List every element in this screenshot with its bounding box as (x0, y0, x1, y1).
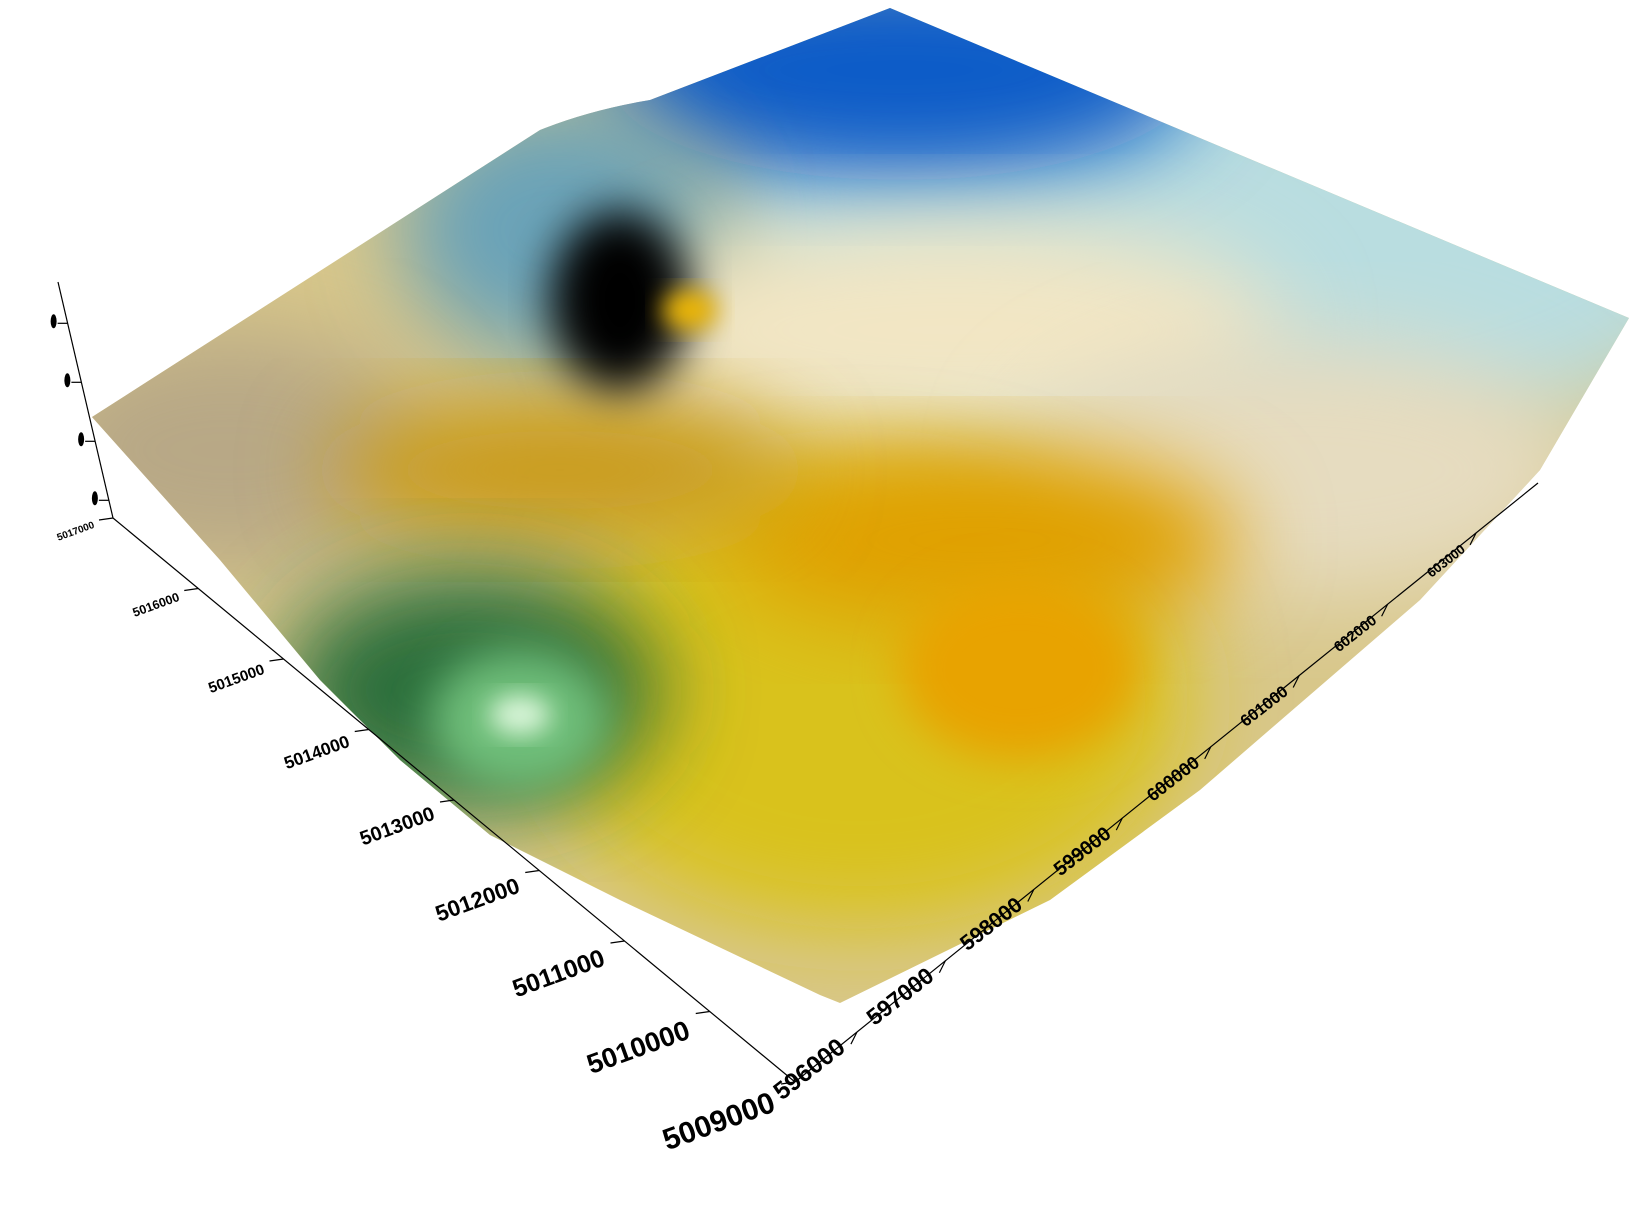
y-tick-label: 5014000 (281, 731, 352, 773)
x-tick (938, 960, 946, 974)
z-tick-mark (91, 491, 98, 506)
x-axis-line (794, 482, 1539, 1083)
y-tick (269, 658, 284, 662)
y-tick-label: 5011000 (509, 944, 609, 1003)
y-tick-label: 5009000 (658, 1086, 779, 1157)
x-tick (1381, 603, 1389, 617)
y-tick (439, 799, 455, 803)
y-tick (610, 940, 625, 944)
x-tick (1115, 817, 1123, 831)
x-tick (1027, 889, 1035, 902)
y-tick-label: 5015000 (206, 661, 267, 697)
y-tick (780, 1081, 796, 1085)
x-tick (1469, 532, 1477, 546)
surface-region-amber (330, 400, 790, 540)
surface-region-gold-spot (662, 290, 718, 330)
y-tick (98, 517, 114, 521)
z-tick-mark (64, 373, 71, 388)
z-axis-line (57, 281, 114, 519)
y-tick-label: 5016000 (131, 590, 182, 620)
y-tick-label: 5013000 (357, 803, 438, 850)
y-tick-label: 5010000 (583, 1014, 694, 1080)
y-tick-label: 5017000 (56, 520, 97, 544)
y-tick (184, 587, 199, 592)
x-tick (1204, 746, 1212, 760)
surface-region-dark-pit (550, 210, 690, 390)
z-tick-mark (78, 432, 85, 447)
y-tick (695, 1010, 710, 1015)
z-tick-mark (50, 314, 57, 329)
surface-region-orange-band (720, 450, 1240, 630)
x-tick (850, 1031, 858, 1045)
surface-region-orange-spot (900, 580, 1140, 760)
x-tick-label: 596000 (769, 1034, 851, 1106)
y-tick (354, 728, 369, 733)
y-tick-label: 5012000 (432, 873, 523, 926)
surface-highlight (490, 695, 550, 735)
y-tick (525, 869, 540, 874)
x-tick (1292, 675, 1300, 688)
